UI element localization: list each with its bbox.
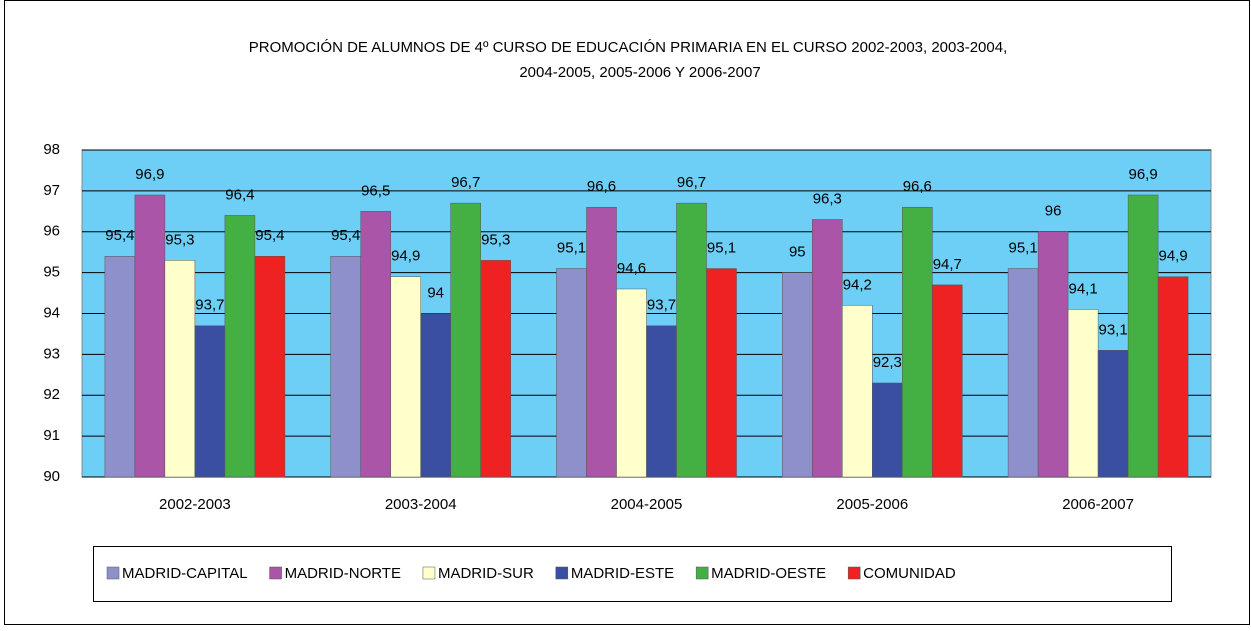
data-label: 95,3	[481, 231, 510, 248]
data-label: 95,4	[105, 227, 134, 244]
y-tick-label: 90	[43, 468, 60, 485]
legend-swatch	[847, 566, 861, 580]
x-tick-label: 2004-2005	[611, 496, 683, 513]
data-label: 95,1	[557, 240, 586, 257]
bar	[1037, 231, 1069, 478]
bar	[842, 305, 873, 478]
bar	[932, 284, 963, 478]
data-label: 95,4	[255, 227, 284, 244]
data-label: 95,3	[165, 231, 194, 248]
bar	[330, 256, 361, 478]
legend-swatch	[422, 566, 436, 580]
bar	[616, 288, 647, 478]
legend-label: MADRID-SUR	[438, 565, 534, 582]
x-tick-label: 2003-2004	[385, 496, 457, 513]
legend-label: MADRID-OESTE	[711, 565, 826, 582]
chart-title: PROMOCIÓN DE ALUMNOS DE 4º CURSO DE EDUC…	[249, 39, 1008, 56]
x-tick-label: 2005-2006	[836, 496, 908, 513]
data-label: 96,5	[361, 182, 390, 199]
data-label: 95	[789, 244, 806, 261]
legend-label: MADRID-CAPITAL	[122, 565, 248, 582]
data-label: 94,1	[1068, 280, 1097, 297]
data-label: 95,4	[331, 227, 360, 244]
bar	[586, 206, 617, 478]
legend-label: COMUNIDAD	[863, 565, 956, 582]
y-tick-label: 96	[43, 223, 60, 240]
data-label: 95,1	[1008, 240, 1037, 257]
bar	[782, 272, 813, 478]
bar	[134, 194, 166, 478]
bar	[646, 325, 677, 478]
data-label: 93,7	[195, 297, 224, 314]
data-label: 96,6	[587, 178, 616, 195]
y-tick-label: 95	[43, 264, 60, 281]
bar	[164, 260, 196, 478]
data-label: 94,2	[843, 276, 872, 293]
data-label: 96,9	[1128, 166, 1157, 183]
bar	[450, 202, 481, 478]
chart-title: 2004-2005, 2005-2006 Y 2006-2007	[519, 64, 760, 81]
data-label: 96,6	[903, 178, 932, 195]
y-tick-label: 92	[43, 386, 60, 403]
legend-swatch	[555, 566, 569, 580]
bar	[360, 211, 391, 478]
data-label: 95,1	[707, 240, 736, 257]
bar	[254, 256, 286, 478]
bar	[1007, 268, 1039, 478]
bar	[194, 325, 226, 478]
y-tick-label: 98	[43, 141, 60, 158]
bar	[1127, 194, 1159, 478]
data-label: 96,4	[225, 186, 254, 203]
data-label: 96,7	[451, 174, 480, 191]
bar	[104, 256, 136, 478]
bar	[224, 215, 256, 478]
bar	[676, 202, 707, 478]
data-label: 92,3	[873, 354, 902, 371]
data-label: 93,1	[1098, 321, 1127, 338]
y-tick-label: 93	[43, 345, 60, 362]
data-label: 96,9	[135, 166, 164, 183]
data-label: 94,9	[1158, 248, 1187, 265]
x-tick-label: 2006-2007	[1062, 496, 1134, 513]
x-tick-label: 2002-2003	[159, 496, 231, 513]
y-tick-label: 94	[43, 304, 60, 321]
y-tick-label: 97	[43, 182, 60, 199]
data-label: 93,7	[647, 297, 676, 314]
bar	[1157, 276, 1189, 478]
data-label: 96,7	[677, 174, 706, 191]
legend-label: MADRID-ESTE	[571, 565, 674, 582]
legend-swatch	[106, 566, 120, 580]
data-label: 94,7	[933, 256, 962, 273]
data-label: 96,3	[813, 190, 842, 207]
y-tick-label: 91	[43, 427, 60, 444]
data-label: 94	[427, 284, 444, 301]
bar	[1067, 309, 1099, 478]
bar	[390, 276, 421, 478]
legend-label: MADRID-NORTE	[285, 565, 401, 582]
bar	[1097, 350, 1129, 478]
data-label: 94,6	[617, 260, 646, 277]
bar	[420, 313, 451, 478]
legend-swatch	[269, 566, 282, 580]
bar	[706, 268, 737, 478]
bar	[902, 206, 933, 478]
bar	[812, 219, 843, 478]
data-label: 94,9	[391, 248, 420, 265]
bar	[872, 382, 903, 478]
bar	[556, 268, 587, 478]
legend-swatch	[695, 566, 709, 580]
bar	[480, 260, 511, 478]
data-label: 96	[1045, 203, 1062, 220]
